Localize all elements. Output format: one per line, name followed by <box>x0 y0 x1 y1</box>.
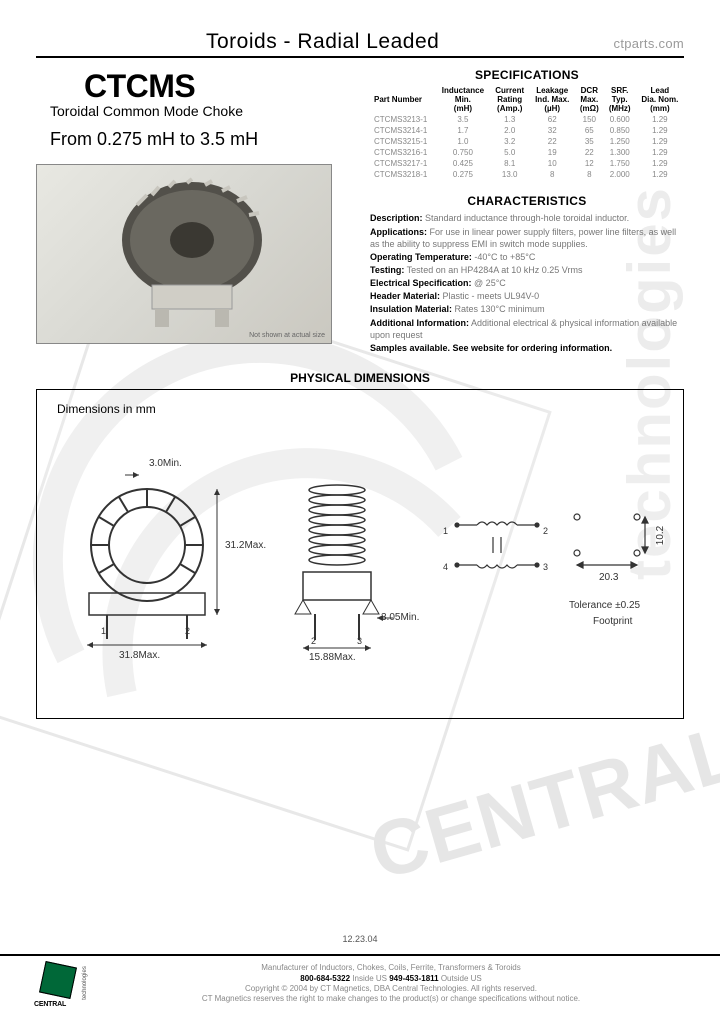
table-row: CTCMS3216-10.7505.019221.3001.29 <box>370 147 684 158</box>
dim-d4: 15.88Max. <box>309 652 356 663</box>
spec-col-header: DCRMax.(mΩ) <box>575 86 604 114</box>
dim-tol: Tolerance ±0.25 <box>569 600 640 611</box>
physical-dimensions-heading: PHYSICAL DIMENSIONS <box>36 371 684 385</box>
spec-col-header: LeakageInd. Max.(µH) <box>530 86 575 114</box>
product-photo: Not shown at actual size <box>36 164 332 344</box>
spec-col-header: CurrentRating(Amp.) <box>490 86 530 114</box>
table-row: CTCMS3213-13.51.3621500.6001.29 <box>370 114 684 125</box>
characteristic-line: Samples available. See website for order… <box>370 342 684 354</box>
specifications-table: Part NumberInductanceMin.(mH)CurrentRati… <box>370 86 684 180</box>
spec-col-header: LeadDia. Nom.(mm) <box>636 86 684 114</box>
dim-d1: 3.0Min. <box>149 458 182 469</box>
svg-text:CENTRAL: CENTRAL <box>360 707 720 896</box>
specifications-heading: SPECIFICATIONS <box>370 68 684 82</box>
characteristic-line: Testing: Tested on an HP4284A at 10 kHz … <box>370 264 684 276</box>
dim-d6: 10.2 <box>655 526 666 545</box>
company-logo: CENTRAL technologies <box>36 962 84 1006</box>
characteristic-line: Header Material: Plastic - meets UL94V-0 <box>370 290 684 302</box>
dim-d2: 31.2Max. <box>225 540 266 551</box>
characteristic-line: Additional Information: Additional elect… <box>370 317 684 341</box>
table-row: CTCMS3214-11.72.032650.8501.29 <box>370 125 684 136</box>
product-name: CTCMS <box>84 68 356 105</box>
spec-col-header: InductanceMin.(mH) <box>436 86 490 114</box>
product-subtitle: Toroidal Common Mode Choke <box>50 103 356 119</box>
footer-text: Manufacturer of Inductors, Chokes, Coils… <box>98 963 684 1005</box>
dim-fp: Footprint <box>593 616 632 627</box>
header-url: ctparts.com <box>614 36 684 51</box>
characteristics-heading: CHARACTERISTICS <box>370 194 684 208</box>
dim-d3: 31.8Max. <box>119 650 160 661</box>
dim-d5: 3.05Min. <box>381 612 419 623</box>
inductance-range: From 0.275 mH to 3.5 mH <box>50 129 356 150</box>
table-row: CTCMS3217-10.4258.110121.7501.29 <box>370 158 684 169</box>
spec-col-header: Part Number <box>370 86 436 114</box>
table-row: CTCMS3215-11.03.222351.2501.29 <box>370 136 684 147</box>
characteristic-line: Insulation Material: Rates 130°C minimum <box>370 303 684 315</box>
page-header: Toroids - Radial Leaded ctparts.com <box>36 30 684 58</box>
characteristic-line: Electrical Specification: @ 25°C <box>370 277 684 289</box>
characteristics-body: Description: Standard inductance through… <box>370 212 684 354</box>
dimensions-drawing: Dimensions in mm <box>36 389 684 719</box>
page-footer: CENTRAL technologies Manufacturer of Ind… <box>0 954 720 1012</box>
header-title: Toroids - Radial Leaded <box>206 30 439 54</box>
revision-date: 12.23.04 <box>342 934 377 944</box>
characteristic-line: Operating Temperature: -40°C to +85°C <box>370 251 684 263</box>
characteristic-line: Description: Standard inductance through… <box>370 212 684 224</box>
photo-caption: Not shown at actual size <box>249 332 325 339</box>
spec-col-header: SRF.Typ.(MHz) <box>604 86 636 114</box>
dim-d7: 20.3 <box>599 572 618 583</box>
characteristic-line: Applications: For use in linear power su… <box>370 226 684 250</box>
table-row: CTCMS3218-10.27513.0882.0001.29 <box>370 169 684 180</box>
